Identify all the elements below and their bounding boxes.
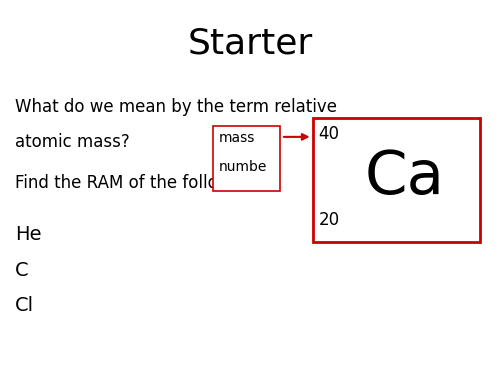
Text: He: He: [15, 225, 42, 244]
Text: Starter: Starter: [188, 26, 312, 60]
Text: Find the RAM of the followin: Find the RAM of the followin: [15, 174, 246, 192]
Text: 20: 20: [318, 211, 340, 229]
Text: 40: 40: [318, 125, 340, 143]
Text: What do we mean by the term relative: What do we mean by the term relative: [15, 98, 337, 116]
Text: Ca: Ca: [364, 148, 444, 207]
Text: Cl: Cl: [15, 296, 34, 315]
Bar: [312, 118, 480, 242]
Text: numbe: numbe: [218, 160, 267, 174]
Text: mass: mass: [218, 131, 255, 145]
Text: C: C: [15, 261, 28, 280]
FancyArrowPatch shape: [284, 134, 308, 140]
Bar: [212, 126, 280, 191]
Text: atomic mass?: atomic mass?: [15, 133, 130, 151]
